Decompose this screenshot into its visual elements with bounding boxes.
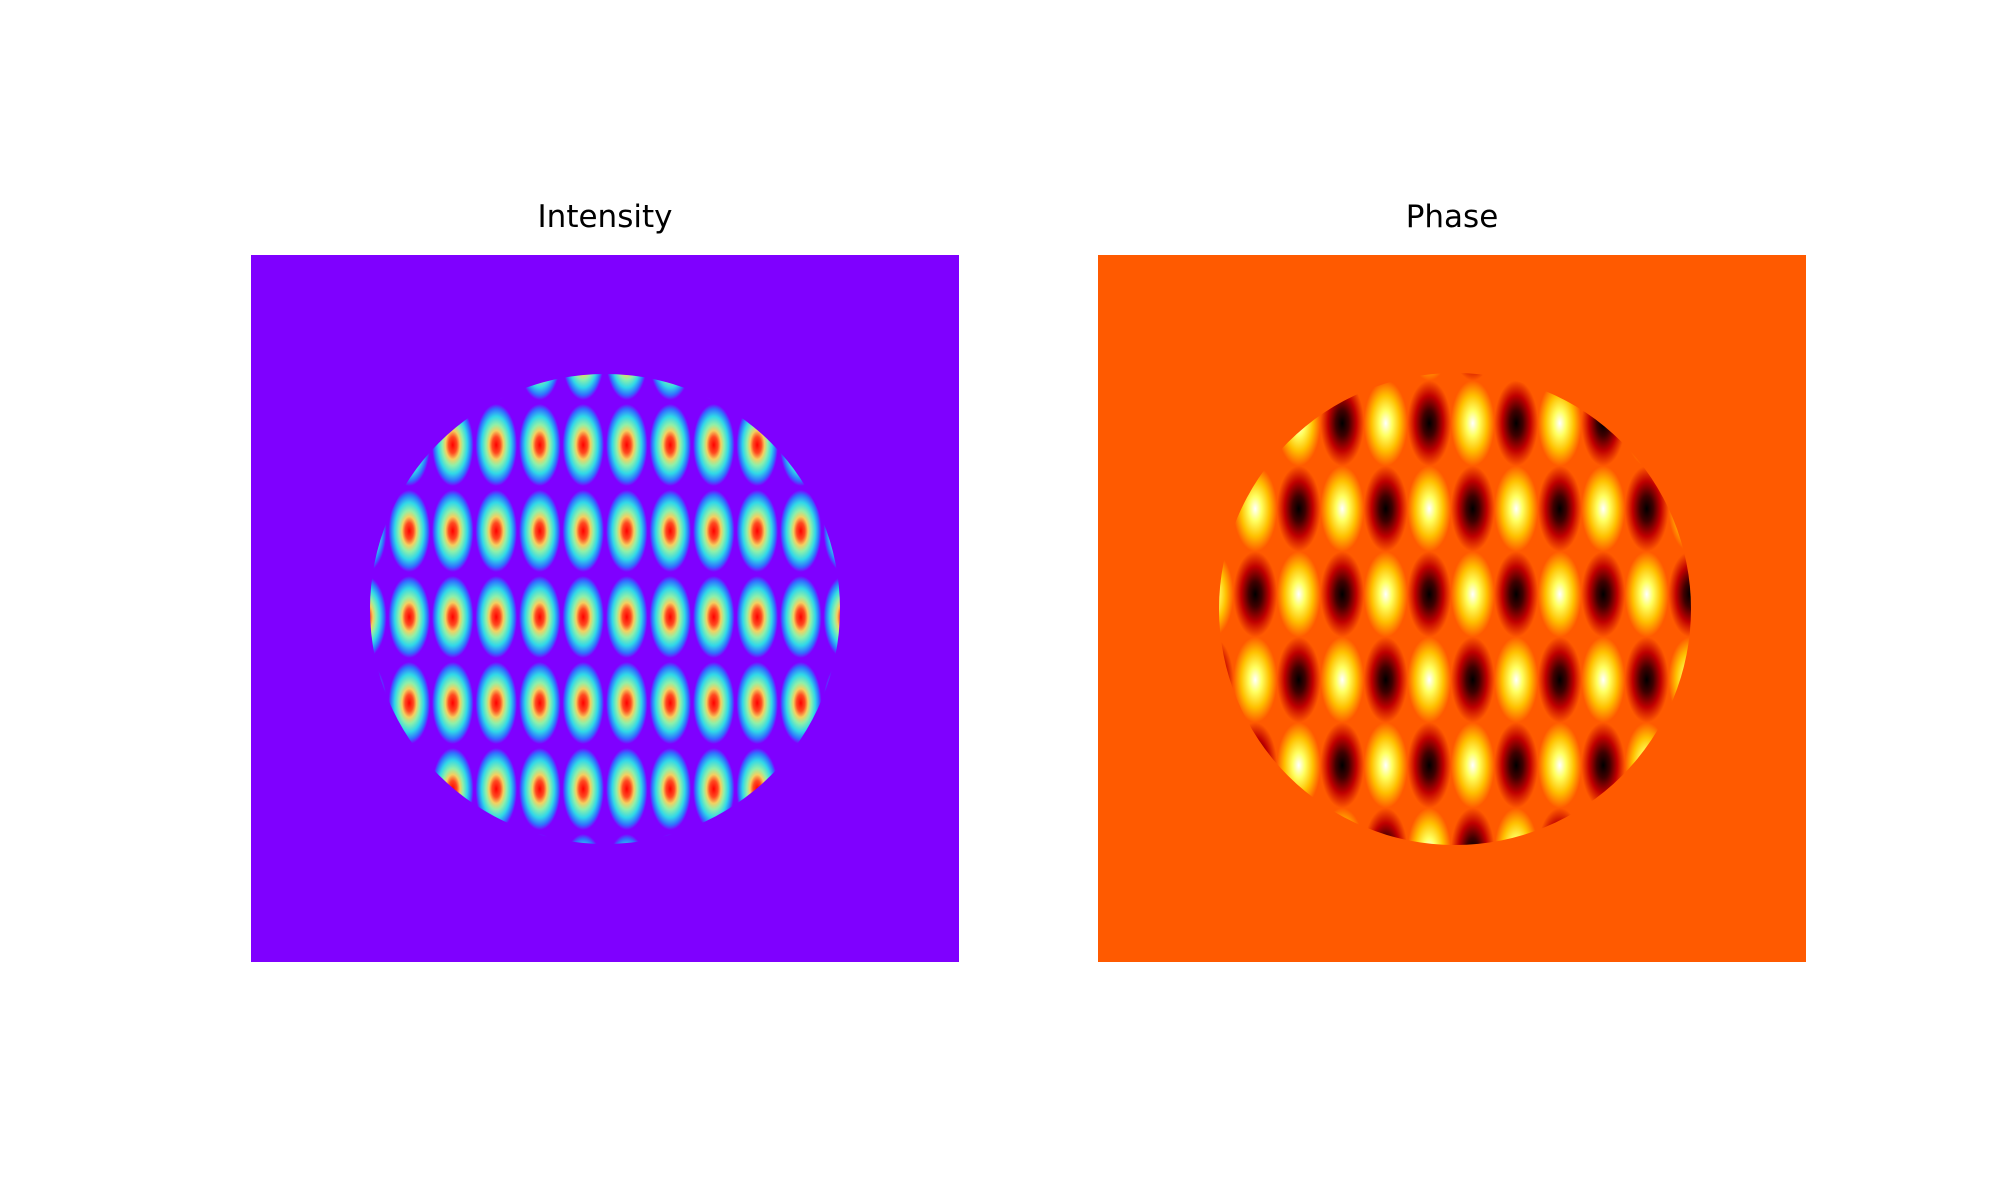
phase-aperture [1219, 373, 1691, 845]
panel-title: Intensity [538, 199, 673, 235]
panel-title: Phase [1406, 199, 1499, 235]
intensity-aperture [370, 374, 840, 844]
